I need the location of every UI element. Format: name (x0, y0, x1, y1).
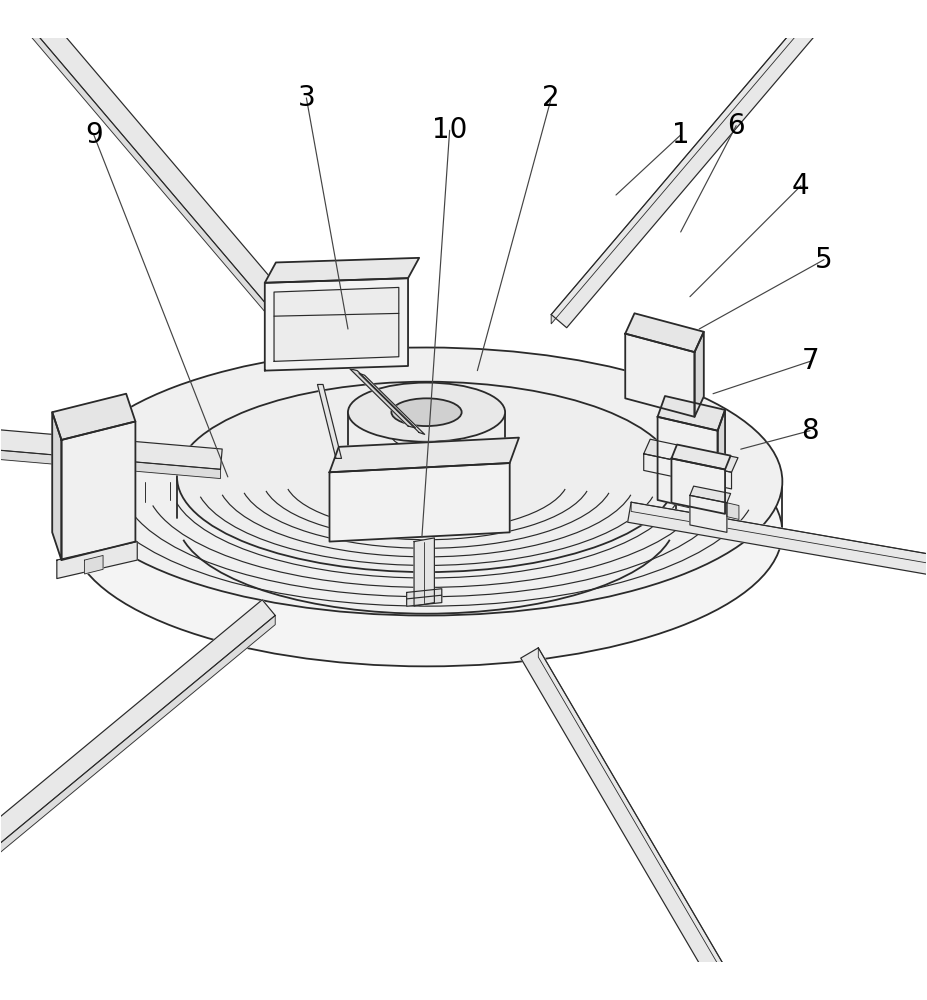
Polygon shape (690, 495, 727, 532)
Polygon shape (0, 396, 222, 469)
Text: 4: 4 (792, 172, 809, 200)
Polygon shape (552, 0, 927, 328)
Polygon shape (265, 278, 408, 371)
Polygon shape (552, 0, 927, 324)
Polygon shape (521, 648, 847, 1000)
Polygon shape (0, 416, 221, 479)
Polygon shape (52, 412, 61, 560)
Polygon shape (0, 615, 275, 1000)
Polygon shape (84, 555, 103, 574)
Polygon shape (414, 538, 435, 606)
Polygon shape (717, 410, 725, 514)
Polygon shape (0, 0, 302, 328)
Polygon shape (694, 332, 704, 417)
Polygon shape (671, 445, 730, 470)
Polygon shape (539, 648, 847, 1000)
Ellipse shape (70, 348, 782, 616)
Polygon shape (643, 454, 731, 489)
Polygon shape (631, 502, 927, 617)
Text: 9: 9 (85, 121, 103, 149)
Text: 8: 8 (801, 417, 819, 445)
Polygon shape (329, 438, 519, 472)
Polygon shape (643, 439, 738, 472)
Polygon shape (61, 421, 135, 560)
Polygon shape (690, 486, 730, 503)
Polygon shape (265, 258, 419, 283)
Ellipse shape (391, 398, 462, 426)
Ellipse shape (70, 398, 782, 666)
Text: 1: 1 (672, 121, 690, 149)
Polygon shape (52, 394, 135, 440)
Text: 3: 3 (298, 84, 315, 112)
Polygon shape (317, 384, 341, 458)
Polygon shape (657, 396, 725, 431)
Polygon shape (727, 503, 739, 519)
Ellipse shape (348, 383, 505, 442)
Polygon shape (359, 373, 425, 434)
Text: 5: 5 (815, 246, 832, 274)
Polygon shape (628, 502, 927, 628)
Polygon shape (625, 334, 694, 417)
Polygon shape (625, 313, 704, 352)
Polygon shape (57, 542, 137, 579)
Text: 7: 7 (801, 347, 819, 375)
Polygon shape (349, 369, 415, 428)
Polygon shape (671, 458, 725, 514)
Polygon shape (274, 287, 399, 361)
Polygon shape (657, 417, 717, 514)
Polygon shape (0, 600, 275, 1000)
Polygon shape (0, 0, 286, 337)
Text: 6: 6 (728, 112, 745, 140)
Polygon shape (407, 589, 442, 606)
Text: 2: 2 (542, 84, 560, 112)
Ellipse shape (177, 382, 676, 572)
Polygon shape (329, 463, 510, 542)
Text: 10: 10 (432, 116, 467, 144)
